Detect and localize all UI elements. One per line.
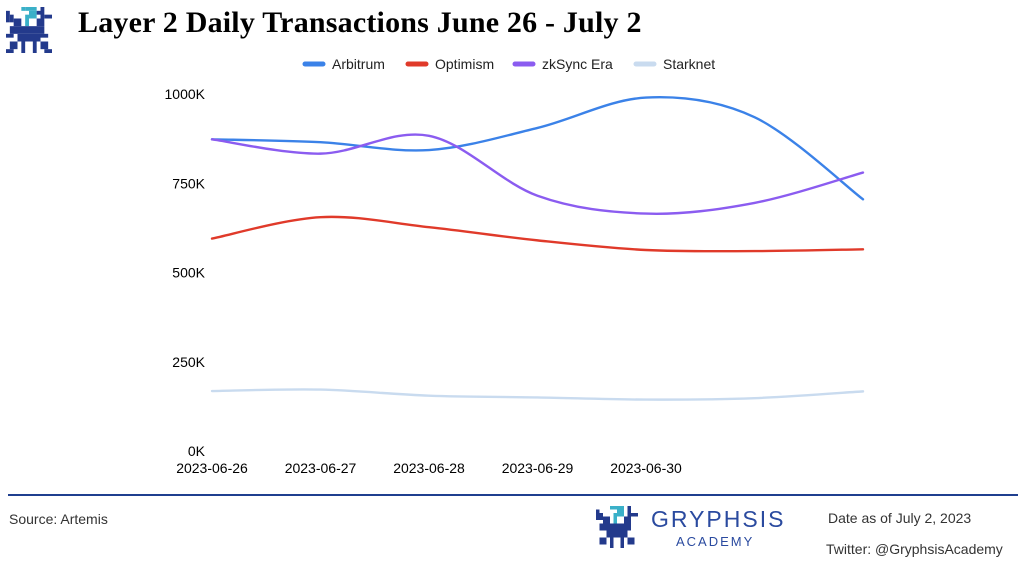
gryphon-logo-icon: [6, 7, 52, 53]
y-tick-label: 500K: [172, 265, 205, 281]
x-tick-label: 2023-06-27: [285, 460, 357, 476]
y-tick-label: 750K: [172, 175, 205, 191]
legend-label: Arbitrum: [332, 56, 385, 72]
series-line-starknet: [210, 388, 865, 401]
x-tick-label: 2023-06-29: [502, 460, 574, 476]
chart-title: Layer 2 Daily Transactions June 26 - Jul…: [78, 6, 642, 39]
y-tick-label: 250K: [172, 354, 205, 370]
brand-name: GRYPHSIS: [651, 506, 786, 532]
footer-divider: [8, 494, 1018, 496]
legend-label: Starknet: [663, 56, 715, 72]
x-tick-label: 2023-06-26: [176, 460, 248, 476]
line-chart: 0K 250K 500K 750K 1000K 2023-06-26 2023-06-27 2…: [165, 56, 865, 476]
gryphon-logo-small-icon: [596, 506, 638, 548]
legend-label: Optimism: [435, 56, 494, 72]
source-note: Source: Artemis: [9, 511, 108, 527]
twitter-handle: Twitter: @GryphsisAcademy: [826, 541, 1003, 557]
brand-subtitle: ACADEMY: [676, 534, 755, 549]
series-line-zksync-era: [210, 133, 865, 215]
x-tick-label: 2023-06-28: [393, 460, 465, 476]
x-tick-label: 2023-06-30: [610, 460, 682, 476]
series-line-arbitrum: [210, 96, 865, 201]
legend-label: zkSync Era: [542, 56, 613, 72]
y-tick-label: 0K: [188, 443, 206, 459]
y-tick-label: 1000K: [165, 86, 206, 102]
series-line-optimism: [210, 215, 865, 253]
date-note: Date as of July 2, 2023: [828, 510, 972, 526]
